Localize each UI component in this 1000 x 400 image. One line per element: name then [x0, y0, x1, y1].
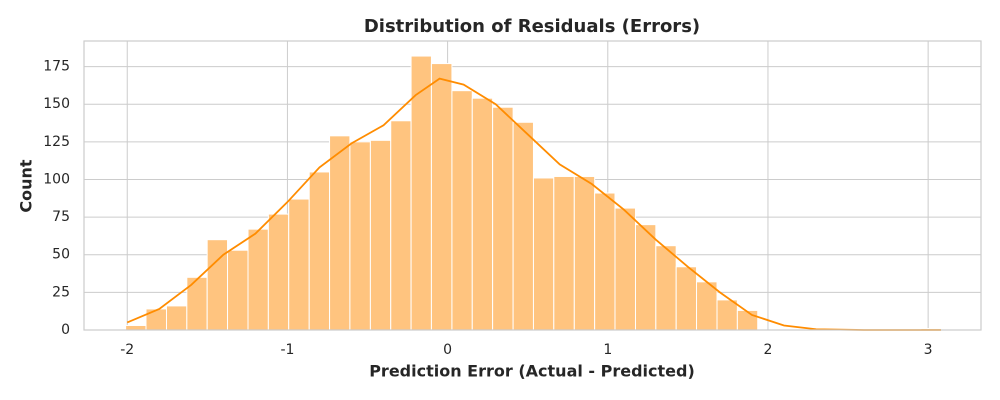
bar	[430, 63, 453, 331]
y-tick-label: 150	[43, 96, 70, 112]
bar	[288, 198, 310, 331]
bar	[614, 207, 636, 331]
x-axis-label: Prediction Error (Actual - Predicted)	[369, 362, 695, 381]
y-tick-label: 175	[43, 59, 70, 75]
y-tick-label: 0	[61, 322, 70, 338]
bar	[125, 324, 147, 331]
bar	[553, 175, 575, 331]
y-tick-label: 50	[52, 247, 70, 263]
bar	[165, 305, 188, 331]
chart-title: Distribution of Residuals (Errors)	[364, 16, 700, 37]
bar	[247, 228, 269, 331]
kde-line	[126, 77, 941, 331]
x-tick-label: 1	[603, 342, 612, 358]
bar	[267, 213, 290, 331]
y-tick-label: 75	[52, 209, 70, 225]
bar	[716, 299, 738, 331]
bar	[145, 308, 167, 331]
bar	[471, 97, 494, 331]
bar	[512, 121, 534, 331]
bar	[675, 266, 698, 331]
bar	[329, 135, 351, 331]
bar	[451, 90, 473, 331]
x-tick-label: 0	[443, 342, 452, 358]
bar	[573, 175, 596, 331]
bar	[594, 192, 616, 331]
bar	[390, 120, 412, 331]
bar	[634, 224, 657, 331]
bar	[349, 141, 371, 331]
bar	[655, 245, 677, 331]
bar	[532, 177, 555, 331]
x-tick-label: -1	[280, 342, 294, 358]
x-tick-label: 3	[924, 342, 933, 358]
y-axis-label: Count	[17, 159, 36, 213]
bar	[369, 139, 392, 331]
plot-frame	[83, 40, 982, 331]
bar	[492, 106, 514, 331]
y-tick-label: 125	[43, 134, 70, 150]
bar	[308, 171, 331, 331]
bar	[696, 281, 718, 331]
bar	[227, 249, 249, 331]
bar	[736, 309, 759, 331]
y-tick-label: 25	[52, 284, 70, 300]
y-tick-label: 100	[43, 171, 70, 187]
x-tick-label: 2	[764, 342, 773, 358]
x-tick-label: -2	[120, 342, 134, 358]
